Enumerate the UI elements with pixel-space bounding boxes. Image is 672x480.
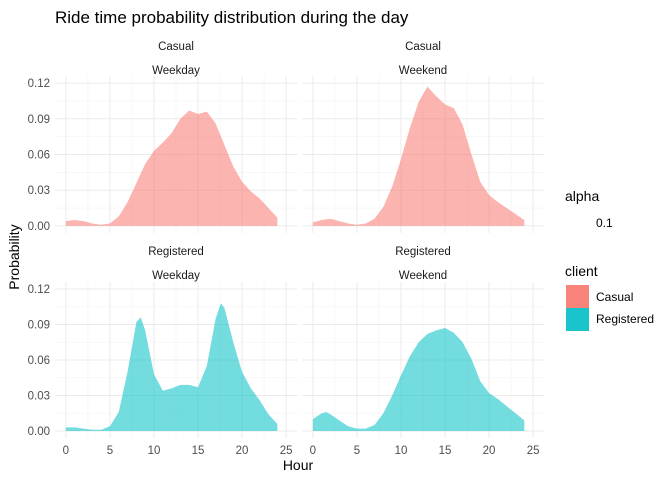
x-tick-label: 5 (107, 445, 113, 457)
y-tick-label: 0.09 (28, 114, 50, 126)
density-area (312, 328, 525, 431)
x-tick-label: 15 (439, 445, 452, 457)
strip-label-daytype: Weekday (152, 65, 200, 77)
y-tick-label: 0.12 (28, 78, 50, 90)
legend-client-title: client (565, 263, 598, 279)
y-tick-label: 0.06 (28, 355, 50, 367)
x-tick-label: 25 (280, 445, 293, 457)
y-tick-label: 0.09 (28, 320, 50, 332)
x-tick-label: 20 (236, 445, 249, 457)
y-tick-label: 0.00 (28, 221, 50, 233)
strip-label-client: Casual (405, 41, 441, 53)
y-tick-label: 0.12 (28, 284, 50, 296)
panel-casual-weekend: Casual Weekend (302, 41, 544, 233)
strip-label-client: Registered (148, 246, 204, 258)
y-axis-title: Probability (6, 224, 22, 289)
y-tick-label: 0.03 (28, 185, 50, 197)
strip-label-daytype: Weekend (399, 65, 447, 77)
x-tick-label: 20 (483, 445, 496, 457)
x-tick-label: 10 (395, 445, 408, 457)
chart-title: Ride time probability distribution durin… (55, 8, 409, 27)
x-tick-label: 0 (310, 445, 316, 457)
density-area (65, 303, 278, 431)
x-tick-label: 10 (148, 445, 161, 457)
y-tick-label: 0.00 (28, 426, 50, 438)
legend-label-registered: Registered (596, 312, 654, 326)
legend-swatch-registered (566, 308, 589, 331)
x-tick-label: 15 (192, 445, 205, 457)
panel-registered-weekday: Registered Weekday 0.00 0.03 0.06 0.09 0.12 0 5 1… (28, 246, 297, 457)
y-tick-label: 0.06 (28, 150, 50, 162)
strip-label-client: Casual (158, 41, 194, 53)
strip-label-daytype: Weekend (399, 270, 447, 282)
legend-label-casual: Casual (596, 290, 633, 304)
y-tick-label: 0.03 (28, 390, 50, 402)
strip-label-client: Registered (395, 246, 451, 258)
x-tick-label: 25 (527, 445, 540, 457)
legend: alpha 0.1 client Casual Registered (565, 188, 654, 331)
panel-registered-weekend: Registered Weekend 0 5 10 15 20 25 (302, 246, 544, 457)
legend-swatch-casual (566, 285, 589, 308)
panel-casual-weekday: Casual Weekday 0.00 0.03 0.06 0.09 0.12 (28, 41, 297, 233)
legend-alpha-value: 0.1 (596, 216, 613, 230)
legend-alpha-title: alpha (565, 188, 599, 204)
x-axis-title: Hour (283, 457, 314, 473)
x-tick-label: 0 (63, 445, 69, 457)
panels-layer: Casual Weekday 0.00 0.03 0.06 0.09 0.12 Casual W… (28, 41, 544, 457)
density-area (312, 86, 525, 226)
x-tick-label: 5 (354, 445, 360, 457)
density-area (65, 110, 278, 226)
strip-label-daytype: Weekday (152, 270, 200, 282)
